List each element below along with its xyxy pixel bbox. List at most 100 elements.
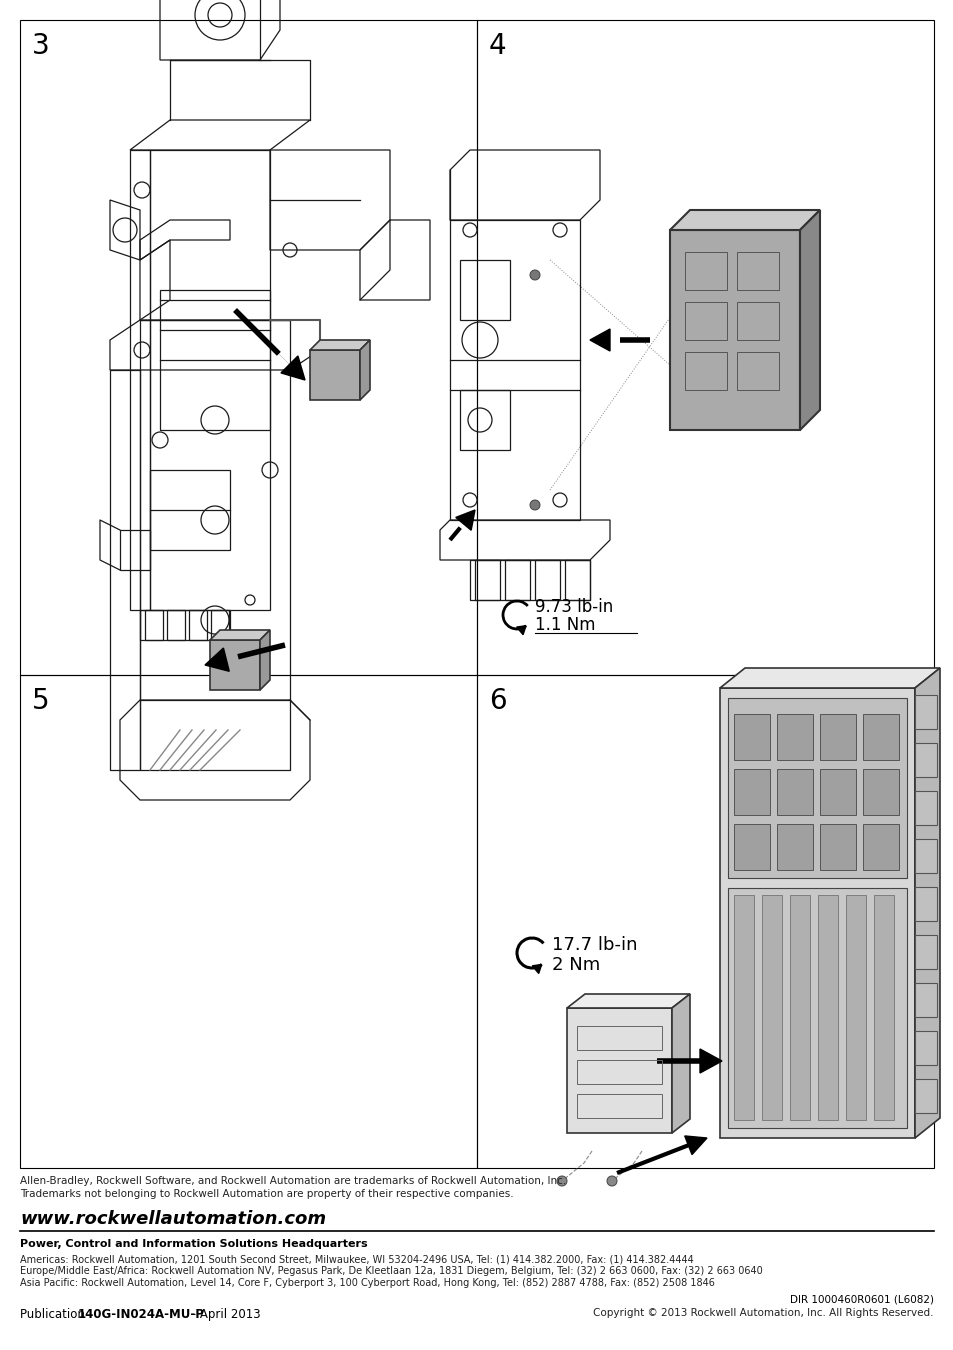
Bar: [145, 610, 163, 640]
Text: Europe/Middle East/Africa: Rockwell Automation NV, Pegasus Park, De Kleetlaan 12: Europe/Middle East/Africa: Rockwell Auto…: [20, 1266, 762, 1276]
Bar: [737, 352, 779, 390]
Bar: [914, 743, 936, 778]
Polygon shape: [720, 668, 939, 688]
Bar: [727, 698, 906, 878]
Polygon shape: [456, 510, 475, 531]
Polygon shape: [532, 964, 541, 973]
Bar: [914, 695, 936, 729]
Polygon shape: [669, 211, 820, 230]
Polygon shape: [800, 211, 820, 431]
Polygon shape: [281, 356, 305, 379]
Bar: [684, 252, 726, 290]
Bar: [20, 20, 476, 675]
Bar: [476, 20, 933, 675]
Polygon shape: [310, 340, 370, 350]
Circle shape: [557, 1176, 566, 1187]
Text: DIR 1000460R0601 (L6082): DIR 1000460R0601 (L6082): [789, 1295, 933, 1304]
Text: 140G-IN024A-MU-P: 140G-IN024A-MU-P: [78, 1308, 205, 1322]
Bar: [720, 688, 914, 1138]
Bar: [789, 895, 809, 1120]
Polygon shape: [700, 1049, 721, 1073]
Polygon shape: [517, 625, 525, 634]
Bar: [566, 1008, 671, 1133]
Bar: [914, 791, 936, 825]
Bar: [914, 936, 936, 969]
Bar: [475, 560, 499, 599]
Polygon shape: [589, 329, 609, 351]
Bar: [476, 675, 933, 1168]
Text: 9.73 lb-in: 9.73 lb-in: [535, 598, 613, 616]
Bar: [459, 390, 510, 450]
Bar: [914, 887, 936, 921]
Bar: [845, 895, 865, 1120]
Bar: [189, 610, 207, 640]
Polygon shape: [210, 640, 260, 690]
Bar: [862, 714, 898, 760]
Text: 2 Nm: 2 Nm: [552, 956, 599, 973]
Text: Trademarks not belonging to Rockwell Automation are property of their respective: Trademarks not belonging to Rockwell Aut…: [20, 1189, 513, 1199]
Text: Asia Pacific: Rockwell Automation, Level 14, Core F, Cyberport 3, 100 Cyberport : Asia Pacific: Rockwell Automation, Level…: [20, 1278, 714, 1288]
Text: - April 2013: - April 2013: [188, 1308, 260, 1322]
Bar: [140, 610, 230, 640]
Bar: [160, 290, 270, 431]
Text: 3: 3: [32, 32, 50, 59]
Bar: [535, 560, 559, 599]
Polygon shape: [684, 1135, 706, 1154]
Text: 1.1 Nm: 1.1 Nm: [535, 616, 595, 634]
Circle shape: [606, 1176, 617, 1187]
Bar: [150, 470, 230, 549]
Bar: [820, 769, 855, 815]
Bar: [776, 824, 812, 869]
Bar: [737, 252, 779, 290]
Bar: [470, 560, 589, 599]
Bar: [564, 560, 589, 599]
Polygon shape: [669, 230, 800, 431]
Bar: [776, 714, 812, 760]
Text: Publication: Publication: [20, 1308, 89, 1322]
Polygon shape: [205, 648, 229, 671]
Bar: [733, 714, 769, 760]
Text: 17.7 lb-in: 17.7 lb-in: [552, 936, 637, 954]
Bar: [914, 983, 936, 1017]
Text: 4: 4: [489, 32, 506, 59]
Polygon shape: [210, 630, 270, 640]
Bar: [727, 888, 906, 1129]
Bar: [733, 769, 769, 815]
Bar: [577, 1094, 661, 1118]
Bar: [820, 824, 855, 869]
Bar: [776, 769, 812, 815]
Bar: [684, 352, 726, 390]
Polygon shape: [671, 994, 689, 1133]
Polygon shape: [310, 350, 359, 400]
Polygon shape: [566, 994, 689, 1008]
Text: 6: 6: [489, 687, 506, 716]
Circle shape: [530, 270, 539, 279]
Text: Copyright © 2013 Rockwell Automation, Inc. All Rights Reserved.: Copyright © 2013 Rockwell Automation, In…: [593, 1308, 933, 1318]
Text: Allen-Bradley, Rockwell Software, and Rockwell Automation are trademarks of Rock: Allen-Bradley, Rockwell Software, and Ro…: [20, 1176, 566, 1187]
Bar: [862, 769, 898, 815]
Polygon shape: [260, 630, 270, 690]
Bar: [504, 560, 530, 599]
Bar: [873, 895, 893, 1120]
Bar: [733, 824, 769, 869]
Circle shape: [530, 500, 539, 510]
Bar: [914, 1079, 936, 1112]
Bar: [914, 1031, 936, 1065]
Polygon shape: [359, 340, 370, 400]
Polygon shape: [914, 668, 939, 1138]
Bar: [761, 895, 781, 1120]
Bar: [737, 302, 779, 340]
Text: Americas: Rockwell Automation, 1201 South Second Street, Milwaukee, WI 53204-249: Americas: Rockwell Automation, 1201 Sout…: [20, 1254, 693, 1264]
Bar: [862, 824, 898, 869]
Bar: [20, 675, 476, 1168]
Bar: [684, 302, 726, 340]
Text: www.rockwellautomation.com: www.rockwellautomation.com: [20, 1210, 326, 1229]
Bar: [211, 610, 229, 640]
Bar: [577, 1026, 661, 1050]
Bar: [733, 895, 753, 1120]
Text: 5: 5: [32, 687, 50, 716]
Bar: [459, 261, 510, 320]
Bar: [820, 714, 855, 760]
Text: Power, Control and Information Solutions Headquarters: Power, Control and Information Solutions…: [20, 1239, 367, 1249]
Bar: [914, 838, 936, 873]
